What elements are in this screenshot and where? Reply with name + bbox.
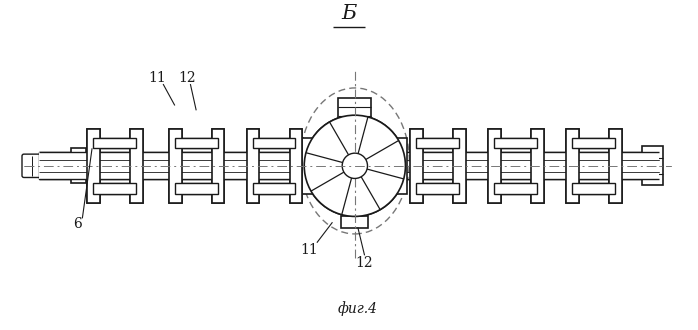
Bar [339,98,371,125]
Bar [416,138,459,148]
Bar [130,129,142,203]
Bar [453,129,466,203]
Bar [38,164,660,168]
Bar [211,129,225,203]
Bar [416,183,459,194]
Bar [253,138,295,148]
FancyBboxPatch shape [22,154,73,178]
Bar [174,138,218,148]
Bar [572,138,615,148]
Bar [290,129,302,203]
Bar [70,148,87,183]
Bar [38,152,660,180]
Bar [93,183,136,194]
Text: 12: 12 [356,256,373,270]
Bar [566,129,579,203]
Bar [494,138,537,148]
Circle shape [304,115,406,216]
Text: 11: 11 [300,243,318,256]
Bar [169,129,181,203]
Bar [87,129,100,203]
Bar [494,183,537,194]
Bar [93,138,136,148]
Bar [302,138,320,194]
Bar [24,156,70,176]
Circle shape [304,115,406,216]
Bar [130,129,142,203]
Bar [38,152,660,180]
Bar [494,183,537,194]
Bar [87,129,100,203]
Bar [572,183,615,194]
Bar [488,129,501,203]
Bar [642,146,663,185]
Text: фиг.4: фиг.4 [338,301,378,316]
Bar [416,183,459,194]
Bar [253,138,295,148]
Bar [253,183,295,194]
Bar [609,129,621,203]
Bar [93,138,136,148]
Text: 12: 12 [179,71,196,85]
Text: Б: Б [341,4,357,23]
Bar [38,176,660,180]
Bar [531,129,544,203]
Bar [572,138,615,148]
Text: 11: 11 [149,71,166,85]
Bar [247,129,260,203]
Bar [290,129,302,203]
Bar [416,138,459,148]
Bar [174,183,218,194]
Bar [169,129,181,203]
Bar [572,183,615,194]
Text: 6: 6 [73,217,82,231]
Bar [453,129,466,203]
Bar [174,138,218,148]
Bar [247,129,260,203]
Bar [410,129,423,203]
Bar [488,129,501,203]
Bar [253,183,295,194]
Bar [566,129,579,203]
Bar [93,183,136,194]
Circle shape [342,153,367,179]
Circle shape [342,153,367,179]
Bar [174,183,218,194]
Bar [494,138,537,148]
Bar [531,129,544,203]
Bar [609,129,621,203]
Bar [341,216,369,228]
Bar [211,129,225,203]
Bar [38,152,660,156]
Bar [390,138,408,194]
Bar [410,129,423,203]
